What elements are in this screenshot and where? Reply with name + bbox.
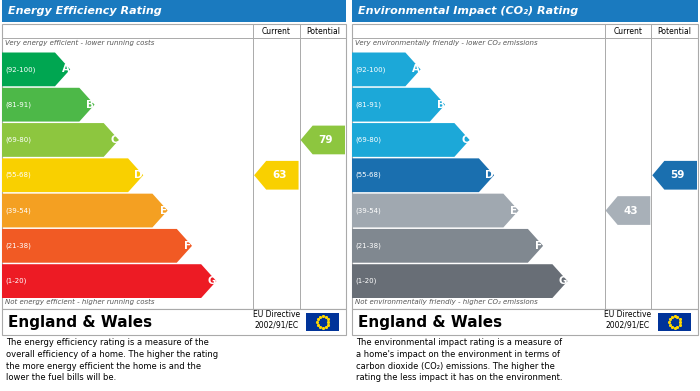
Bar	[2, 24, 346, 309]
Bar	[2, 0, 346, 22]
Text: (55-68): (55-68)	[5, 172, 31, 179]
Polygon shape	[2, 88, 94, 122]
Text: (39-54): (39-54)	[355, 207, 381, 214]
Polygon shape	[2, 264, 216, 298]
Polygon shape	[352, 52, 421, 86]
Polygon shape	[606, 196, 650, 225]
Text: A: A	[412, 65, 420, 74]
Polygon shape	[2, 229, 192, 263]
Text: B: B	[437, 100, 444, 110]
Text: Energy Efficiency Rating: Energy Efficiency Rating	[8, 6, 162, 16]
Text: 79: 79	[318, 135, 333, 145]
Bar	[352, 309, 698, 335]
Text: B: B	[86, 100, 94, 110]
Polygon shape	[352, 123, 470, 157]
Text: Not energy efficient - higher running costs: Not energy efficient - higher running co…	[5, 299, 155, 305]
Polygon shape	[352, 158, 494, 192]
Text: EU Directive
2002/91/EC: EU Directive 2002/91/EC	[604, 310, 652, 329]
Text: (21-38): (21-38)	[5, 242, 31, 249]
Text: (39-54): (39-54)	[5, 207, 31, 214]
Text: F: F	[184, 241, 191, 251]
Polygon shape	[2, 52, 70, 86]
Text: Environmental Impact (CO₂) Rating: Environmental Impact (CO₂) Rating	[358, 6, 578, 16]
Polygon shape	[352, 229, 543, 263]
Text: D: D	[485, 170, 494, 180]
Text: (92-100): (92-100)	[5, 66, 36, 73]
Text: E: E	[510, 206, 517, 215]
Text: (81-91): (81-91)	[5, 101, 31, 108]
Text: Not environmentally friendly - higher CO₂ emissions: Not environmentally friendly - higher CO…	[355, 299, 538, 305]
Text: Current: Current	[613, 27, 643, 36]
Text: England & Wales: England & Wales	[358, 314, 502, 330]
Text: 59: 59	[671, 170, 685, 180]
Text: Very energy efficient - lower running costs: Very energy efficient - lower running co…	[5, 40, 155, 46]
Polygon shape	[2, 194, 167, 228]
Text: EU Directive
2002/91/EC: EU Directive 2002/91/EC	[253, 310, 300, 329]
Text: 63: 63	[272, 170, 287, 180]
Bar	[658, 313, 692, 331]
Text: (69-80): (69-80)	[5, 137, 31, 143]
Text: (69-80): (69-80)	[355, 137, 381, 143]
Text: England & Wales: England & Wales	[8, 314, 152, 330]
Bar	[352, 0, 698, 22]
Text: Current: Current	[262, 27, 290, 36]
Text: E: E	[160, 206, 167, 215]
Polygon shape	[352, 194, 519, 228]
Bar	[306, 313, 340, 331]
Text: The energy efficiency rating is a measure of the
overall efficiency of a home. T: The energy efficiency rating is a measur…	[6, 338, 218, 382]
Text: The environmental impact rating is a measure of
a home's impact on the environme: The environmental impact rating is a mea…	[356, 338, 563, 382]
Text: G: G	[207, 276, 216, 286]
Text: (55-68): (55-68)	[355, 172, 381, 179]
Text: G: G	[559, 276, 567, 286]
Polygon shape	[352, 88, 445, 122]
Polygon shape	[254, 161, 299, 190]
Text: C: C	[111, 135, 118, 145]
Text: Very environmentally friendly - lower CO₂ emissions: Very environmentally friendly - lower CO…	[355, 40, 538, 46]
Text: F: F	[535, 241, 542, 251]
Polygon shape	[300, 126, 345, 154]
Text: (1-20): (1-20)	[355, 278, 377, 284]
Text: D: D	[134, 170, 143, 180]
Text: C: C	[461, 135, 469, 145]
Text: (1-20): (1-20)	[5, 278, 27, 284]
Bar	[352, 24, 698, 309]
Text: (92-100): (92-100)	[355, 66, 386, 73]
Text: Potential: Potential	[657, 27, 692, 36]
Polygon shape	[2, 158, 143, 192]
Text: A: A	[62, 65, 69, 74]
Text: Potential: Potential	[306, 27, 340, 36]
Bar	[2, 309, 346, 335]
Polygon shape	[352, 264, 568, 298]
Text: (81-91): (81-91)	[355, 101, 381, 108]
Polygon shape	[652, 161, 697, 190]
Polygon shape	[2, 123, 119, 157]
Text: 43: 43	[624, 206, 638, 215]
Text: (21-38): (21-38)	[355, 242, 381, 249]
